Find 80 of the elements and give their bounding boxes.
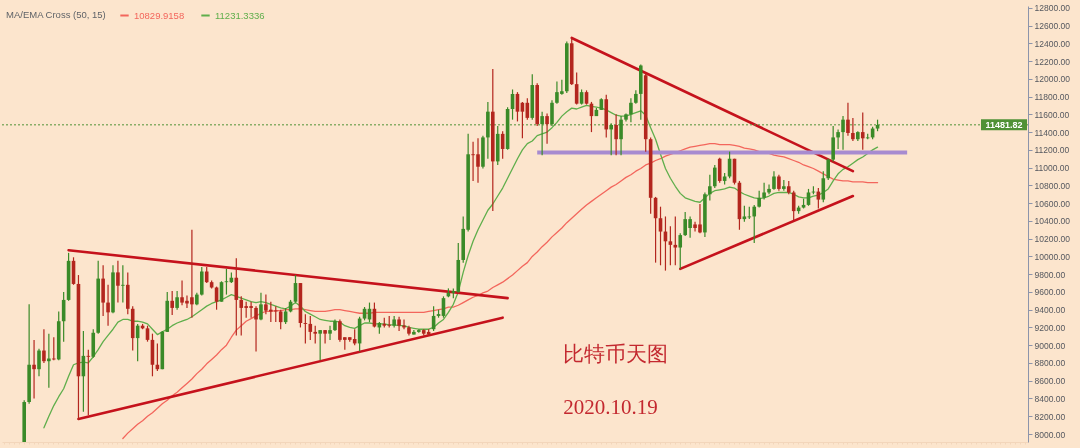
candlestick bbox=[629, 97, 633, 123]
y-tick-label: 9600.00 bbox=[1034, 287, 1066, 298]
y-tick-label: 8200.00 bbox=[1034, 411, 1066, 422]
y-tick-label: 11600.00 bbox=[1034, 109, 1070, 120]
y-tick-label: 12800.00 bbox=[1034, 3, 1071, 14]
candlestick bbox=[199, 266, 204, 297]
y-tick-label: 10600.00 bbox=[1034, 198, 1071, 209]
y-tick-label: 11400.00 bbox=[1034, 127, 1070, 138]
y-tick-label: 12200.00 bbox=[1034, 56, 1071, 67]
candlestick bbox=[125, 271, 130, 315]
y-tick-label: 11000.00 bbox=[1034, 163, 1070, 174]
candlestick bbox=[42, 328, 46, 364]
legend-label: 11231.3336 bbox=[215, 9, 265, 21]
annotation: 2020.10.19 bbox=[563, 394, 658, 419]
y-tick-label: 10800.00 bbox=[1034, 180, 1071, 191]
candlestick bbox=[851, 117, 855, 142]
candlestick bbox=[86, 349, 91, 416]
candlestick bbox=[170, 290, 174, 316]
y-tick-label: 12600.00 bbox=[1034, 21, 1071, 32]
candlestick bbox=[116, 260, 120, 304]
y-tick-label: 11800.00 bbox=[1034, 92, 1070, 103]
candlestick bbox=[91, 328, 96, 359]
candlestick bbox=[717, 157, 722, 184]
y-tick-label: 12000.00 bbox=[1034, 74, 1071, 85]
candlestick bbox=[224, 268, 229, 296]
candlestick bbox=[860, 111, 865, 151]
candlestick bbox=[318, 329, 322, 361]
candlestick bbox=[767, 183, 771, 195]
candlestick bbox=[673, 215, 678, 266]
legend-title: MA/EMA Cross (50, 15) bbox=[6, 9, 106, 20]
candlestick bbox=[821, 170, 826, 203]
candlestick bbox=[540, 111, 544, 156]
line-series bbox=[122, 142, 879, 440]
y-tick-label: 10400.00 bbox=[1034, 216, 1071, 227]
candlestick bbox=[550, 99, 554, 127]
candlestick bbox=[668, 225, 673, 266]
candlestick bbox=[121, 264, 125, 304]
annotation: 比特币天图 bbox=[563, 341, 669, 366]
candlestick bbox=[609, 122, 613, 156]
candlestick bbox=[678, 232, 683, 270]
candlestick bbox=[831, 125, 835, 162]
y-tick-label: 8000.00 bbox=[1034, 429, 1066, 440]
candlestick bbox=[328, 325, 332, 341]
candlestick bbox=[308, 315, 313, 341]
candlestick bbox=[303, 313, 308, 345]
candlestick bbox=[752, 204, 757, 244]
y-tick-label: 8400.00 bbox=[1034, 393, 1066, 404]
candlestick bbox=[614, 113, 618, 156]
candlestick bbox=[708, 174, 712, 202]
candlestick bbox=[37, 348, 41, 377]
y-tick-label: 9400.00 bbox=[1034, 305, 1066, 316]
candlestick bbox=[826, 158, 831, 181]
candlestick bbox=[836, 128, 840, 150]
y-tick-label: 12400.00 bbox=[1034, 38, 1071, 49]
ref-line-label: 11481.82 bbox=[985, 119, 1023, 130]
candlestick bbox=[762, 182, 766, 201]
legend-label: 10829.9158 bbox=[134, 9, 185, 21]
y-tick-label: 10000.00 bbox=[1034, 251, 1071, 262]
candlestick bbox=[106, 284, 110, 327]
y-tick-label: 8800.00 bbox=[1034, 358, 1066, 369]
y-tick-label: 9200.00 bbox=[1034, 322, 1066, 333]
candlestick bbox=[841, 115, 845, 151]
candlestick bbox=[259, 292, 263, 321]
candlestick bbox=[32, 339, 36, 400]
y-tick-label: 9800.00 bbox=[1034, 269, 1066, 280]
candlestick bbox=[619, 115, 623, 156]
candlestick bbox=[323, 329, 327, 345]
y-tick-label: 10200.00 bbox=[1034, 234, 1071, 245]
candlestick bbox=[846, 102, 850, 137]
candlestick bbox=[712, 164, 717, 189]
y-tick-label: 8600.00 bbox=[1034, 376, 1066, 387]
line-series bbox=[43, 104, 879, 429]
candlestick bbox=[175, 290, 179, 311]
candlestick bbox=[545, 112, 549, 145]
candlestick bbox=[101, 264, 105, 317]
candlestick bbox=[254, 305, 258, 353]
candlestick bbox=[239, 295, 244, 337]
y-tick-label: 11200.00 bbox=[1034, 145, 1070, 156]
candlestick bbox=[772, 170, 776, 191]
y-tick-label: 9000.00 bbox=[1034, 340, 1066, 351]
